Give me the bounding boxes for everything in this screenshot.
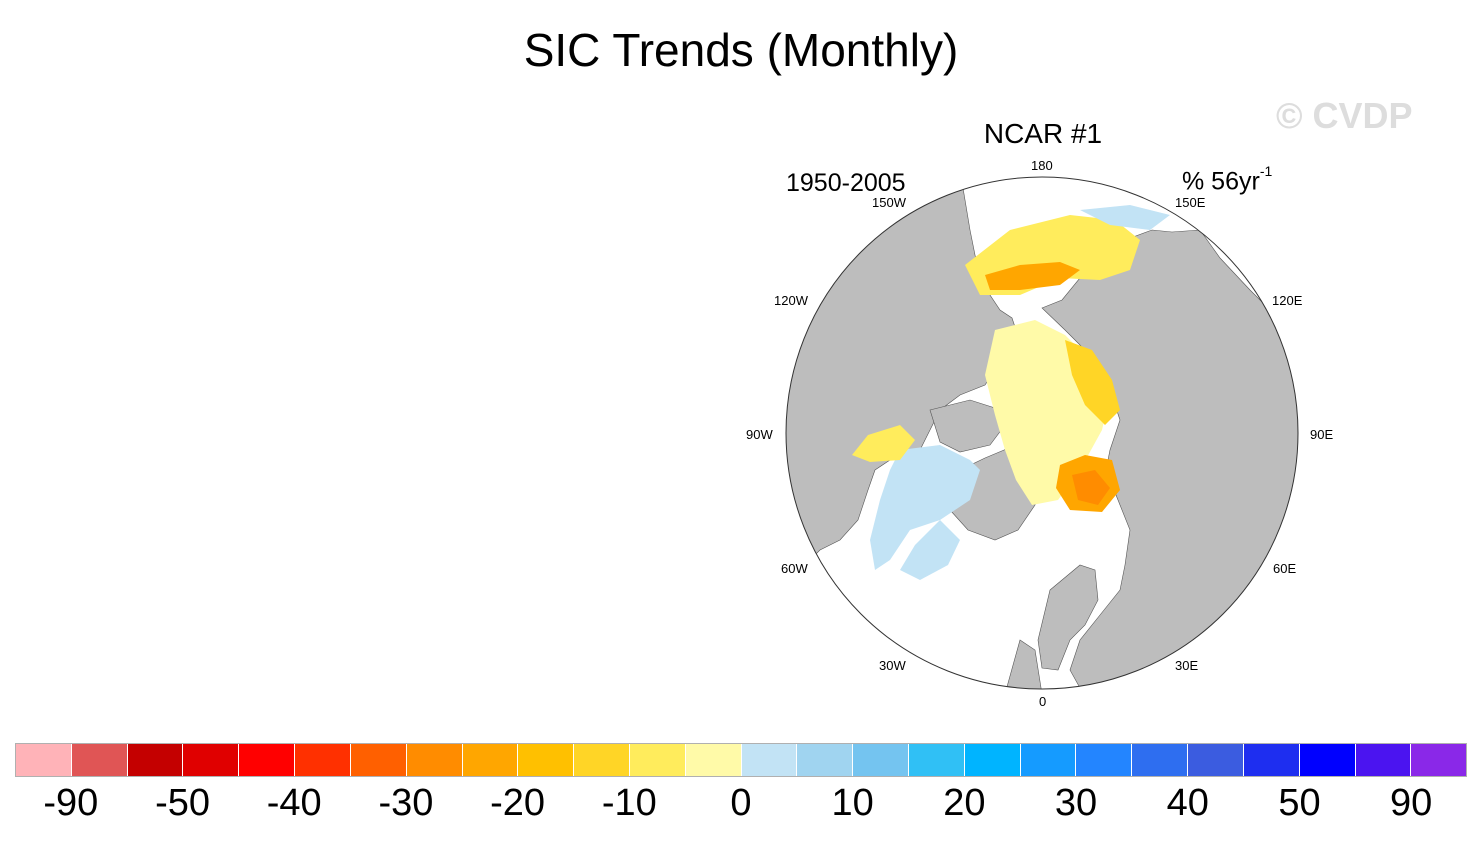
colorbar-tick-label: -10 — [601, 782, 657, 824]
colorbar-tick-label: 40 — [1166, 782, 1209, 824]
colorbar — [15, 743, 1467, 777]
colorbar-swatch — [629, 744, 686, 776]
land-scandinavia — [1037, 564, 1099, 671]
sic-decline-hudson — [852, 425, 915, 462]
cvdp-watermark: © CVDP — [1276, 95, 1413, 136]
colorbar-tick-label: -90 — [43, 782, 99, 824]
colorbar-tick-label: 90 — [1390, 782, 1433, 824]
colorbar-swatch — [741, 744, 798, 776]
lon-label-120e: 120E — [1272, 293, 1303, 308]
lon-label-60e: 60E — [1273, 561, 1297, 576]
colorbar-swatch — [797, 744, 854, 776]
lon-label-60w: 60W — [781, 561, 808, 576]
colorbar-swatch — [574, 744, 630, 776]
lon-label-90w: 90W — [746, 427, 773, 442]
sic-increase-canadian-archipelago — [870, 445, 980, 570]
colorbar-tick-label: 50 — [1278, 782, 1321, 824]
period-label: 1950-2005 — [786, 169, 906, 197]
colorbar-tick-label: -20 — [490, 782, 546, 824]
lon-label-150w: 150W — [872, 195, 906, 210]
colorbar-tick-label: -30 — [378, 782, 434, 824]
colorbar-tick-label: 20 — [943, 782, 986, 824]
units-exponent: -1 — [1259, 163, 1273, 179]
colorbar-tick-label: 10 — [831, 782, 874, 824]
colorbar-swatch — [909, 744, 965, 776]
lon-label-120w: 120W — [774, 293, 808, 308]
sic-decline-okhotsk — [985, 262, 1080, 290]
land-eurasia-east — [1041, 229, 1298, 689]
colorbar-swatch — [1355, 744, 1412, 776]
polar-map — [785, 176, 1299, 690]
land-arctic-islands — [929, 399, 1006, 453]
colorbar-swatch — [183, 744, 240, 776]
sic-decline-barents-core — [1072, 470, 1110, 505]
colorbar-tick-label: -50 — [155, 782, 210, 824]
figure-title: SIC Trends (Monthly) — [523, 24, 959, 76]
land-europe-west — [1004, 639, 1043, 689]
colorbar-swatch — [685, 744, 742, 776]
units-label: % 56yr-1 — [1182, 160, 1272, 196]
lon-label-90e: 90E — [1310, 427, 1334, 442]
colorbar-swatch — [518, 744, 575, 776]
sic-increase-bering-edge — [1080, 205, 1170, 230]
colorbar-swatch — [1243, 744, 1300, 776]
colorbar-swatch — [853, 744, 909, 776]
sic-decline-siberian-shelf — [1065, 340, 1120, 425]
lon-label-180: 180 — [1031, 158, 1053, 173]
colorbar-swatch — [1411, 744, 1467, 776]
colorbar-swatch — [462, 744, 519, 776]
lon-label-30w: 30W — [879, 658, 906, 673]
colorbar-swatch — [1132, 744, 1189, 776]
colorbar-swatch — [71, 744, 128, 776]
colorbar-swatch — [239, 744, 296, 776]
colorbar-swatch — [1299, 744, 1356, 776]
lon-label-30e: 30E — [1175, 658, 1199, 673]
colorbar-swatch — [295, 744, 351, 776]
colorbar-swatch — [1020, 744, 1077, 776]
colorbar-tick-label: 30 — [1054, 782, 1098, 824]
colorbar-tick-label: -40 — [266, 782, 322, 824]
panel-title: NCAR #1 — [983, 118, 1103, 149]
colorbar-tick-label: 0 — [730, 782, 752, 824]
lon-label-150e: 150E — [1175, 195, 1206, 210]
colorbar-swatch — [1188, 744, 1244, 776]
map-border — [785, 176, 1299, 690]
colorbar-swatch — [406, 744, 463, 776]
colorbar-swatch — [127, 744, 184, 776]
units-main: % 56yr — [1182, 167, 1260, 196]
colorbar-swatch — [1076, 744, 1133, 776]
lon-label-0: 0 — [1039, 694, 1047, 709]
sic-increase-greenland-sea — [900, 520, 960, 580]
colorbar-swatch — [16, 744, 72, 776]
colorbar-swatch — [350, 744, 407, 776]
colorbar-swatch — [964, 744, 1021, 776]
